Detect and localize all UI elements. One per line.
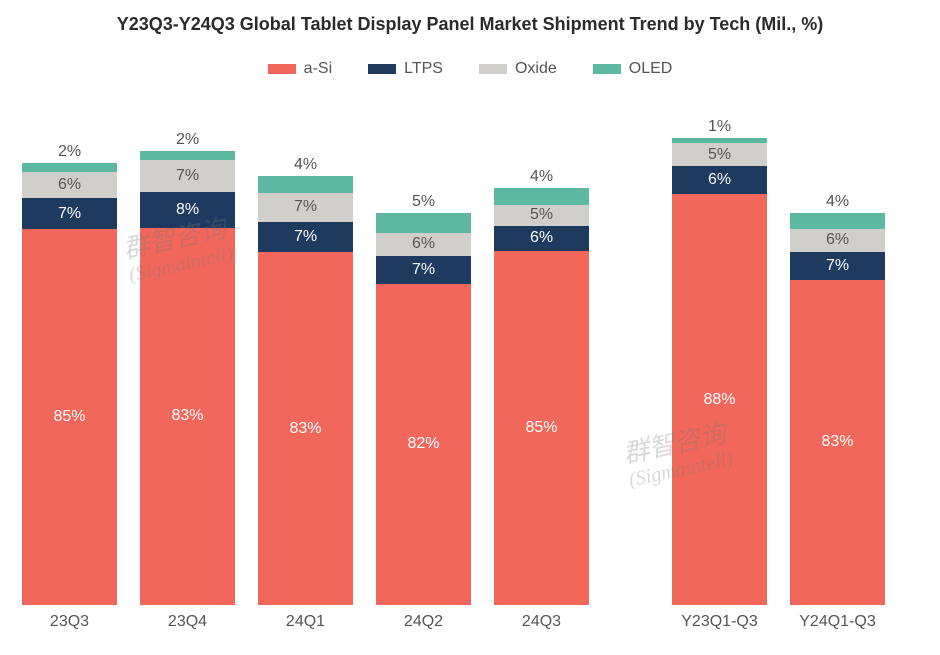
segment-a-si: 83%	[140, 228, 235, 605]
segment-value-label: 5%	[376, 193, 471, 213]
segment-ltps: 7%	[790, 252, 885, 279]
segment-oxide: 7%	[258, 193, 353, 223]
legend-item-a-si: a-Si	[268, 60, 332, 78]
x-axis-label: 23Q4	[133, 613, 243, 631]
segment-value-label: 85%	[525, 419, 557, 437]
legend: a-Si LTPS Oxide OLED	[0, 60, 940, 79]
segment-value-label: 5%	[708, 146, 731, 164]
legend-swatch-oled	[593, 64, 621, 74]
segment-value-label: 7%	[294, 228, 317, 246]
segment-oled: 4%	[790, 213, 885, 229]
segment-a-si: 83%	[258, 252, 353, 605]
segment-a-si: 88%	[672, 194, 767, 605]
segment-value-label: 6%	[708, 171, 731, 189]
segment-a-si: 85%	[22, 229, 117, 605]
segment-ltps: 6%	[672, 166, 767, 194]
segment-value-label: 88%	[703, 391, 735, 409]
segment-value-label: 83%	[171, 407, 203, 425]
chart-container: Y23Q3-Y24Q3 Global Tablet Display Panel …	[0, 0, 940, 655]
segment-a-si: 85%	[494, 251, 589, 605]
segment-value-label: 6%	[826, 231, 849, 249]
segment-ltps: 7%	[376, 256, 471, 283]
stacked-bar: 83% 7% 7% 4%	[258, 176, 353, 605]
segment-oxide: 6%	[22, 172, 117, 199]
segment-oxide: 6%	[790, 229, 885, 253]
bar-24q3: 85%6%5%4%	[494, 132, 589, 605]
legend-item-oxide: Oxide	[479, 60, 557, 78]
segment-value-label: 6%	[412, 235, 435, 253]
chart-title: Y23Q3-Y24Q3 Global Tablet Display Panel …	[0, 14, 940, 35]
stacked-bar: 82% 7% 6% 5%	[376, 213, 471, 605]
segment-value-label: 6%	[58, 176, 81, 194]
segment-value-label: 4%	[494, 168, 589, 188]
segment-value-label: 82%	[407, 435, 439, 453]
segment-ltps: 7%	[22, 198, 117, 229]
segment-oxide: 6%	[376, 233, 471, 257]
segment-oled: 1%	[672, 138, 767, 143]
x-axis-label: 24Q1	[251, 613, 361, 631]
legend-swatch-a-si	[268, 64, 296, 74]
stacked-bar: 83% 7% 6% 4%	[790, 213, 885, 605]
x-axis-labels: 23Q323Q424Q124Q224Q3Y23Q1-Q3Y24Q1-Q3	[22, 613, 918, 643]
segment-value-label: 5%	[530, 206, 553, 224]
legend-swatch-ltps	[368, 64, 396, 74]
stacked-bar: 88% 6% 5% 1%	[672, 138, 767, 605]
legend-item-ltps: LTPS	[368, 60, 443, 78]
bar-y23q1-q3: 88% 6% 5% 1%	[672, 132, 767, 605]
segment-value-label: 7%	[294, 198, 317, 216]
stacked-bar: 85% 7% 6% 2%	[22, 163, 117, 605]
segment-value-label: 1%	[672, 118, 767, 138]
x-axis-label: 23Q3	[15, 613, 125, 631]
stacked-bar: 83% 8% 7% 2%	[140, 151, 235, 605]
legend-swatch-oxide	[479, 64, 507, 74]
segment-value-label: 7%	[826, 257, 849, 275]
segment-oled: 5%	[376, 213, 471, 233]
segment-oxide: 7%	[140, 160, 235, 192]
segment-oled: 4%	[494, 188, 589, 205]
segment-value-label: 8%	[176, 201, 199, 219]
stacked-bar: 85% 6% 5%4%	[494, 188, 589, 605]
segment-ltps: 8%	[140, 192, 235, 228]
segment-value-label: 4%	[790, 193, 885, 213]
x-axis-label: 24Q2	[369, 613, 479, 631]
plot-area: 85% 7% 6% 2% 83% 8% 7% 2% 83% 7% 7% 4% 82% 7% 6% 5% 85% 6…	[22, 132, 918, 605]
legend-label: LTPS	[404, 60, 443, 78]
x-axis-label: 24Q3	[487, 613, 597, 631]
segment-oled: 4%	[258, 176, 353, 193]
segment-value-label: 6%	[530, 229, 553, 247]
bar-24q1: 83% 7% 7% 4%	[258, 132, 353, 605]
bar-23q3: 85% 7% 6% 2%	[22, 132, 117, 605]
segment-value-label: 2%	[22, 143, 117, 163]
segment-value-label: 2%	[140, 131, 235, 151]
bar-y24q1-q3: 83% 7% 6% 4%	[790, 132, 885, 605]
segment-ltps: 6%	[494, 226, 589, 251]
legend-item-oled: OLED	[593, 60, 673, 78]
legend-label: OLED	[629, 60, 673, 78]
x-axis-label: Y23Q1-Q3	[665, 613, 775, 631]
segment-oxide: 5%	[494, 205, 589, 226]
bar-24q2: 82% 7% 6% 5%	[376, 132, 471, 605]
segment-a-si: 82%	[376, 284, 471, 606]
legend-label: a-Si	[304, 60, 332, 78]
x-axis-label: Y24Q1-Q3	[783, 613, 893, 631]
segment-value-label: 85%	[53, 408, 85, 426]
bar-23q4: 83% 8% 7% 2%	[140, 132, 235, 605]
segment-oled: 2%	[22, 163, 117, 172]
segment-value-label: 7%	[412, 261, 435, 279]
segment-value-label: 83%	[821, 433, 853, 451]
segment-value-label: 4%	[258, 156, 353, 176]
segment-value-label: 7%	[58, 205, 81, 223]
legend-label: Oxide	[515, 60, 557, 78]
segment-value-label: 7%	[176, 167, 199, 185]
segment-a-si: 83%	[790, 280, 885, 605]
segment-oled: 2%	[140, 151, 235, 160]
segment-oxide: 5%	[672, 143, 767, 166]
segment-value-label: 83%	[289, 420, 321, 438]
segment-ltps: 7%	[258, 222, 353, 252]
